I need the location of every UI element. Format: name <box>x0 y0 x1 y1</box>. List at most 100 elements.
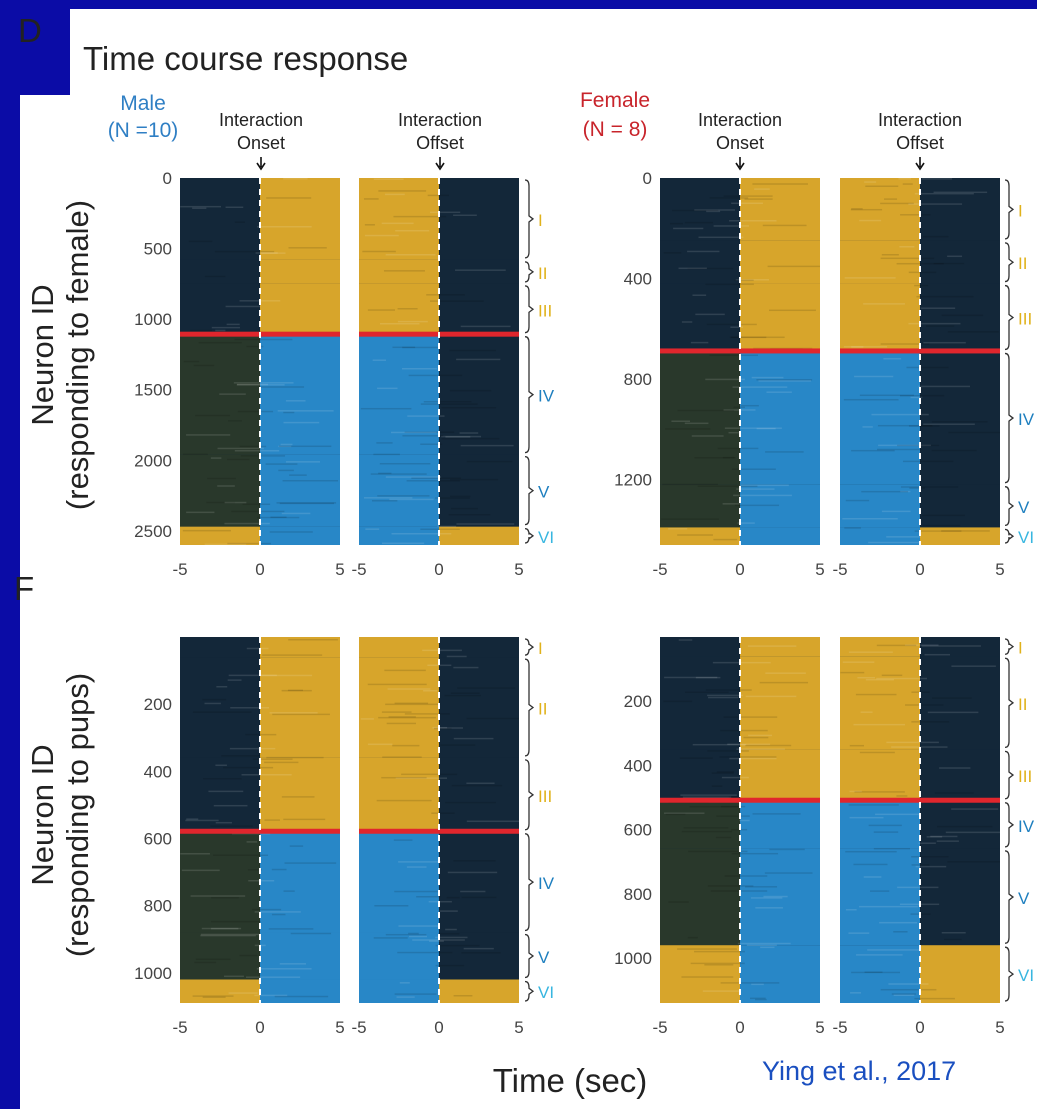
cluster-label: II <box>538 700 547 719</box>
heatmap-cluster-block <box>920 656 1000 750</box>
heatmap-texture <box>728 431 739 434</box>
heatmap-texture <box>393 215 447 218</box>
heatmap-texture <box>687 267 734 270</box>
heatmap-texture <box>257 225 312 228</box>
heatmap-texture <box>849 816 884 819</box>
heatmap-texture <box>854 375 894 378</box>
heatmap-texture <box>271 913 286 916</box>
heatmap-texture <box>451 784 503 787</box>
heatmap-cluster-block <box>740 848 820 946</box>
x-tick-label: -5 <box>832 560 847 579</box>
heatmap-cluster-block <box>439 454 519 527</box>
cluster-bracket <box>1004 802 1015 848</box>
heatmap-texture <box>717 447 759 450</box>
heatmap-texture <box>851 208 863 210</box>
heatmap-cluster-block <box>180 932 260 980</box>
heatmap-texture <box>451 507 478 510</box>
cluster-label: VI <box>538 528 554 547</box>
heatmap-texture <box>745 886 778 888</box>
cluster-bracket <box>524 336 535 454</box>
heatmap-texture <box>230 707 270 709</box>
heatmap-cluster-block <box>260 637 340 658</box>
x-tick-label: 0 <box>915 560 924 579</box>
heatmap-cluster-block <box>180 979 260 1003</box>
heatmap-texture <box>182 453 208 456</box>
heatmap-texture <box>881 253 899 256</box>
y-tick-label: 200 <box>144 695 172 714</box>
heatmap-texture <box>723 195 773 197</box>
heatmap-texture <box>402 346 440 349</box>
heatmap-texture <box>910 396 923 399</box>
heatmap-texture <box>382 756 422 758</box>
ylabel-bottom-1: Neuron ID <box>25 744 60 885</box>
heatmap-texture <box>377 495 430 497</box>
heatmap-texture <box>251 908 282 911</box>
heatmap-texture <box>905 704 944 706</box>
heatmap-texture <box>420 528 460 531</box>
heatmap-texture <box>435 936 468 939</box>
cluster-bracket <box>1004 352 1015 484</box>
heatmap-texture <box>880 343 930 345</box>
x-tick-label: 0 <box>735 560 744 579</box>
heatmap-texture <box>920 307 956 309</box>
heatmap-cluster-block <box>920 945 1000 1003</box>
heatmap-texture <box>709 354 758 357</box>
heatmap-texture <box>288 247 327 249</box>
heatmap-texture <box>227 542 272 545</box>
heatmap-texture <box>740 404 759 407</box>
heatmap-texture <box>229 747 276 750</box>
heatmap-texture <box>904 644 939 646</box>
heatmap-texture <box>685 691 729 694</box>
heatmap-texture <box>270 516 287 519</box>
cluster-label: III <box>538 301 552 320</box>
heatmap-texture <box>767 265 820 268</box>
heading-female-offset-1: Interaction <box>878 110 962 130</box>
cluster-label: VI <box>1018 966 1034 985</box>
heatmap-texture <box>663 252 682 254</box>
heatmap-cluster-block <box>180 831 260 933</box>
heatmap-texture <box>283 818 326 821</box>
heatmap-texture <box>769 848 805 851</box>
cluster-bracket <box>524 980 535 1002</box>
heatmap-texture <box>265 463 298 465</box>
heatmap-texture <box>707 750 749 752</box>
heatmap-texture <box>669 222 683 225</box>
heatmap-texture <box>691 435 724 437</box>
group-male-count: (N =10) <box>108 119 179 142</box>
heatmap-texture <box>923 423 975 425</box>
heatmap-texture <box>873 831 899 833</box>
heatmap-texture <box>213 804 248 807</box>
heatmap-texture <box>385 253 436 256</box>
heatmap-texture <box>735 278 769 281</box>
heatmap-texture <box>290 932 332 935</box>
heatmap-texture <box>453 860 496 862</box>
cluster-label: III <box>1018 767 1032 786</box>
heatmap-texture <box>664 812 705 814</box>
heatmap-texture <box>900 490 911 493</box>
heatmap-cluster-block <box>260 526 340 545</box>
heatmap-texture <box>853 723 906 726</box>
heatmap-texture <box>190 329 212 332</box>
heatmap-texture <box>228 992 258 994</box>
heatmap-cluster-block <box>359 657 439 758</box>
heatmap-texture <box>404 431 455 433</box>
heatmap-texture <box>695 676 721 679</box>
heatmap-texture <box>195 958 231 961</box>
heatmap-texture <box>930 835 958 838</box>
heatmap-texture <box>260 674 313 677</box>
heatmap-texture <box>755 907 783 909</box>
heatmap-texture <box>680 794 737 796</box>
heatmap-texture <box>271 868 287 871</box>
heatmap-texture <box>705 283 754 286</box>
heatmap-texture <box>724 427 782 429</box>
heatmap-texture <box>192 207 207 209</box>
heatmap-texture <box>694 457 736 459</box>
heatmap-texture <box>201 927 242 930</box>
heatmap-cluster-block <box>740 800 820 849</box>
x-tick-label: -5 <box>172 1018 187 1037</box>
heatmap-texture <box>266 197 312 199</box>
heatmap-texture <box>881 674 903 677</box>
heatmap-texture <box>936 840 959 842</box>
